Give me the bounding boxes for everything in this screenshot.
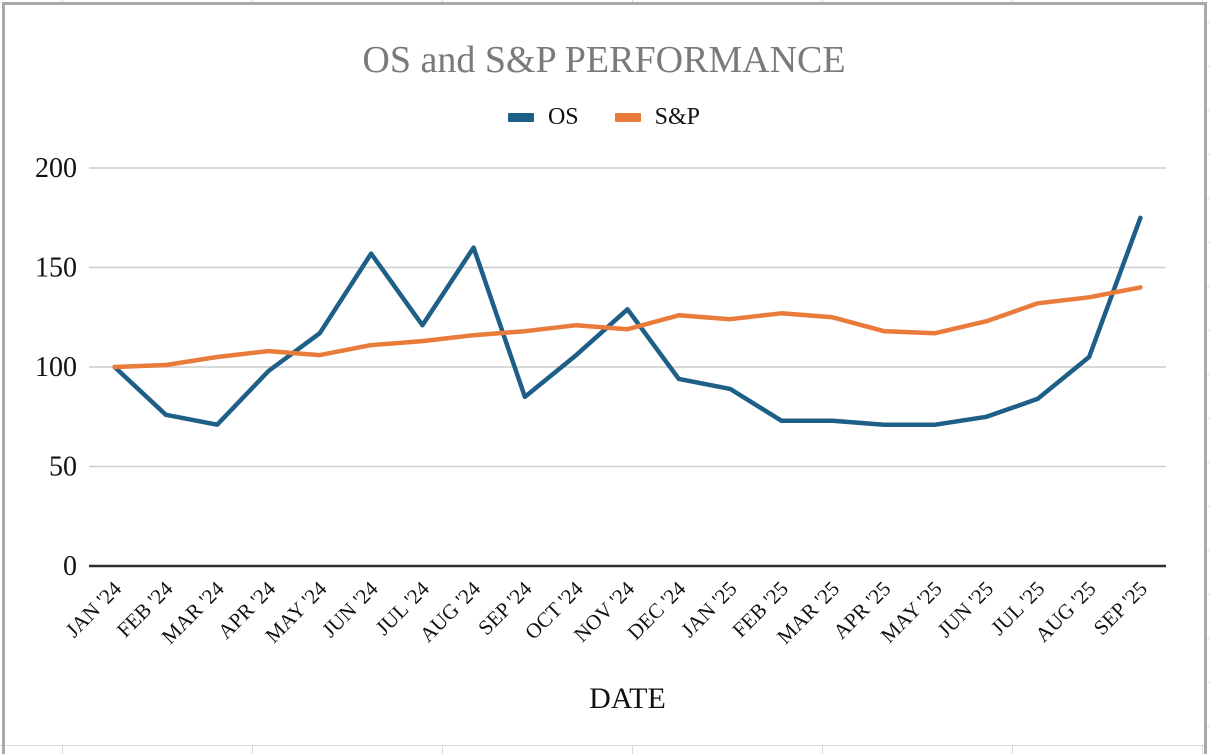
x-axis-title: DATE (589, 682, 666, 715)
x-tick-label: SEP '25 (1089, 577, 1152, 640)
spreadsheet-grid-bottom (0, 745, 1206, 754)
spreadsheet-grid-top (0, 0, 1206, 3)
spreadsheet-grid-right (1205, 5, 1210, 745)
sp-series-line (112, 285, 1143, 370)
y-tick-label: 50 (49, 452, 77, 483)
y-tick-label: 100 (35, 352, 77, 383)
y-tick-label: 150 (35, 253, 77, 284)
y-tick-label: 200 (35, 153, 77, 184)
legend-item-os: OS (507, 104, 579, 130)
sp-legend-swatch (614, 112, 641, 122)
os-series-line (112, 215, 1143, 427)
x-tick-label: JUN '24 (317, 576, 383, 642)
chart-legend: OS S&P (0, 103, 1208, 131)
os-legend-label: OS (547, 104, 579, 130)
os-legend-swatch (507, 112, 534, 122)
sp-legend-label: S&P (654, 104, 701, 130)
y-tick-label: 0 (63, 551, 77, 582)
x-tick-label: JUN '25 (933, 577, 998, 642)
x-tick-label: JAN '24 (61, 576, 127, 642)
x-tick-label: JAN '25 (676, 577, 741, 642)
x-tick-label: DEC '24 (622, 576, 690, 644)
chart-title: OS and S&P PERFORMANCE (362, 39, 846, 81)
legend-item-sp: S&P (614, 104, 701, 130)
